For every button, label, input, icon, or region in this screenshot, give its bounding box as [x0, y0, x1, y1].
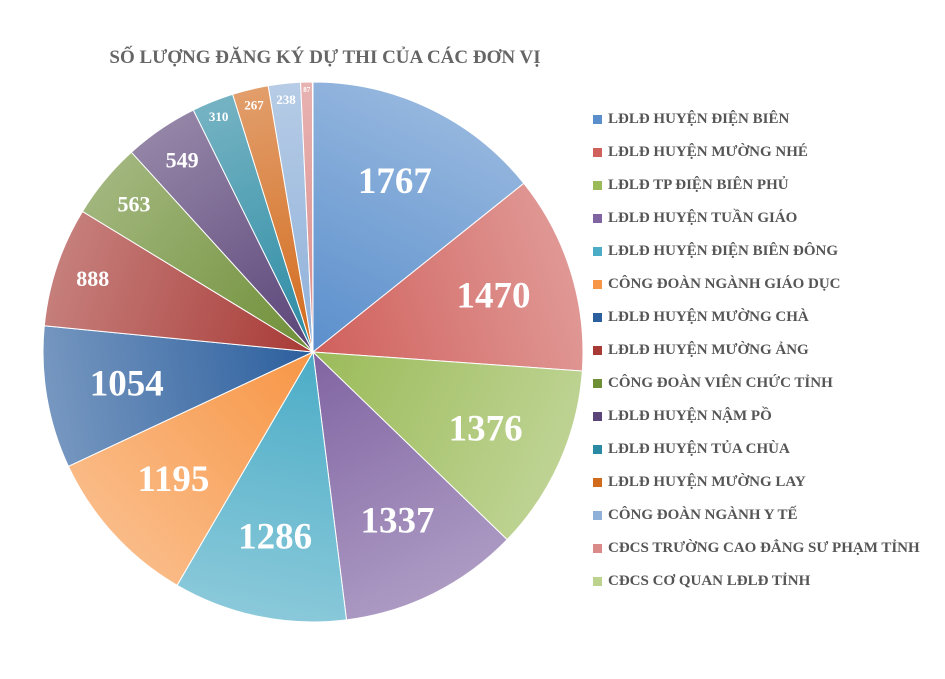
data-label: 267 [244, 98, 264, 113]
legend-swatch [593, 379, 602, 388]
data-label: 238 [276, 92, 296, 107]
data-label: 1195 [137, 459, 209, 500]
legend-swatch [593, 247, 602, 256]
legend-label: LĐLĐ HUYỆN TỦA CHÙA [608, 441, 790, 457]
legend-label: CÔNG ĐOÀN NGÀNH Y TẾ [608, 507, 798, 523]
pie-slice [312, 81, 525, 354]
legend-swatch [593, 511, 602, 520]
legend-item: LĐLĐ HUYỆN TUẦN GIÁO [593, 202, 920, 235]
pie-slice [311, 182, 584, 372]
legend-swatch [593, 346, 602, 355]
data-label: 310 [209, 109, 229, 124]
pie-data-labels: 1767 1470 1376 1337 1286 1195 1054 888 563 549 310… [76, 86, 530, 557]
legend-swatch [593, 181, 602, 190]
data-label: 1337 [360, 501, 434, 542]
legend-swatch [593, 148, 602, 157]
legend-label: LĐLĐ HUYỆN TUẦN GIÁO [608, 210, 798, 226]
pie-slices [42, 81, 584, 623]
data-label: 87 [303, 86, 311, 94]
data-label: 1054 [90, 363, 164, 404]
legend-label: LĐLĐ HUYỆN NẬM PỒ [608, 408, 772, 424]
legend-label: LĐLĐ HUYỆN MƯỜNG NHÉ [608, 144, 808, 160]
data-label: 1376 [449, 408, 523, 449]
legend-item: LĐLĐ HUYỆN MƯỜNG NHÉ [593, 136, 920, 169]
legend-item: CĐCS CƠ QUAN LĐLĐ TỈNH [593, 565, 920, 598]
legend-item: CÔNG ĐOÀN NGÀNH GIÁO DỤC [593, 268, 920, 301]
legend-label: CÔNG ĐOÀN NGÀNH GIÁO DỤC [608, 276, 841, 292]
legend-item: LĐLĐ HUYỆN ĐIỆN BIÊN ĐÔNG [593, 235, 920, 268]
data-label: 1767 [358, 161, 432, 202]
legend-item: LĐLĐ TP ĐIỆN BIÊN PHỦ [593, 169, 920, 202]
legend-label: CĐCS CƠ QUAN LĐLĐ TỈNH [608, 573, 811, 589]
pie-slice [42, 325, 315, 467]
legend-swatch [593, 577, 602, 586]
legend-item: LĐLĐ HUYỆN TỦA CHÙA [593, 433, 920, 466]
data-label: 1470 [456, 275, 530, 316]
legend-swatch [593, 478, 602, 487]
legend-swatch [593, 214, 602, 223]
pie-slice [311, 351, 583, 541]
legend-label: LĐLĐ TP ĐIỆN BIÊN PHỦ [608, 177, 789, 193]
pie-slice [176, 350, 348, 623]
legend-swatch [593, 544, 602, 553]
data-label: 888 [76, 266, 109, 291]
chart-legend: LĐLĐ HUYỆN ĐIỆN BIÊN LĐLĐ HUYỆN MƯỜNG NHÉ… [593, 103, 920, 598]
pie-slice [311, 81, 314, 353]
legend-item: CÔNG ĐOÀN NGÀNH Y TẾ [593, 499, 920, 532]
legend-label: LĐLĐ HUYỆN MƯỜNG CHÀ [608, 309, 809, 325]
legend-item: LĐLĐ HUYỆN ĐIỆN BIÊN [593, 103, 920, 136]
legend-label: LĐLĐ HUYỆN ĐIỆN BIÊN ĐÔNG [608, 243, 839, 259]
legend-swatch [593, 445, 602, 454]
legend-item: LĐLĐ HUYỆN MƯỜNG CHÀ [593, 301, 920, 334]
legend-swatch [593, 412, 602, 421]
legend-item: LĐLĐ HUYỆN MƯỜNG ẢNG [593, 334, 920, 367]
legend-item: LĐLĐ HUYỆN NẬM PỒ [593, 400, 920, 433]
pie-slice [67, 350, 315, 586]
legend-label: LĐLĐ HUYỆN ĐIỆN BIÊN [608, 111, 790, 127]
legend-item: LĐLĐ HUYỆN MƯỜNG LAY [593, 466, 920, 499]
legend-label: LĐLĐ HUYỆN MƯỜNG LAY [608, 474, 806, 490]
legend-label: LĐLĐ HUYỆN MƯỜNG ẢNG [608, 342, 809, 358]
chart-title: SỐ LƯỢNG ĐĂNG KÝ DỰ THI CỦA CÁC ĐƠN VỊ [109, 46, 540, 68]
legend-swatch [593, 280, 602, 289]
legend-label: CÔNG ĐOÀN VIÊN CHỨC TỈNH [608, 375, 833, 391]
legend-swatch [593, 115, 602, 124]
legend-label: CĐCS TRƯỜNG CAO ĐẲNG SƯ PHẠM TỈNH [608, 540, 920, 556]
legend-swatch [593, 313, 602, 322]
legend-item: CĐCS TRƯỜNG CAO ĐẲNG SƯ PHẠM TỈNH [593, 532, 920, 565]
data-label: 549 [166, 148, 199, 173]
pie-slice [312, 350, 508, 621]
data-label: 563 [117, 192, 150, 217]
data-label: 1286 [238, 517, 312, 558]
legend-item: CÔNG ĐOÀN VIÊN CHỨC TỈNH [593, 367, 920, 400]
pie-slice [43, 210, 314, 353]
